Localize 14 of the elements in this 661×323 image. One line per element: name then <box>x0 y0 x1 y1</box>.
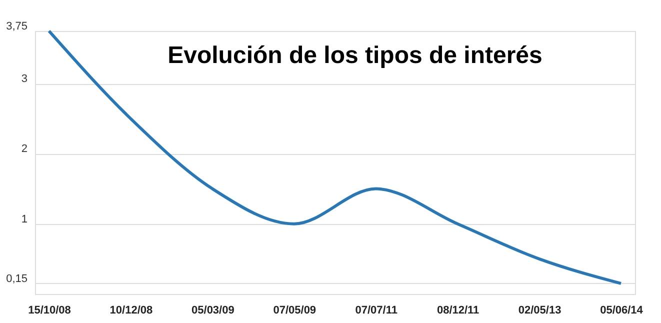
y-tick-label: 0,15 <box>6 272 28 285</box>
y-tick-label: 3 <box>21 73 28 86</box>
y-tick-label: 1 <box>21 213 28 226</box>
y-tick-label: 3,75 <box>6 20 28 32</box>
y-tick-label: 2 <box>21 143 28 156</box>
x-tick-label: 05/03/09 <box>192 304 234 316</box>
chart-title: Evolución de los tipos de interés <box>168 42 542 69</box>
x-tick-label: 15/10/08 <box>28 304 71 316</box>
x-tick-label: 08/12/11 <box>436 304 480 316</box>
x-tick-label: 07/07/11 <box>355 304 398 316</box>
x-tick-label: 10/12/08 <box>110 304 153 316</box>
x-tick-label: 05/06/14 <box>600 304 644 316</box>
x-tick-label: 02/05/13 <box>518 304 562 316</box>
x-tick-label: 07/05/09 <box>273 304 316 316</box>
